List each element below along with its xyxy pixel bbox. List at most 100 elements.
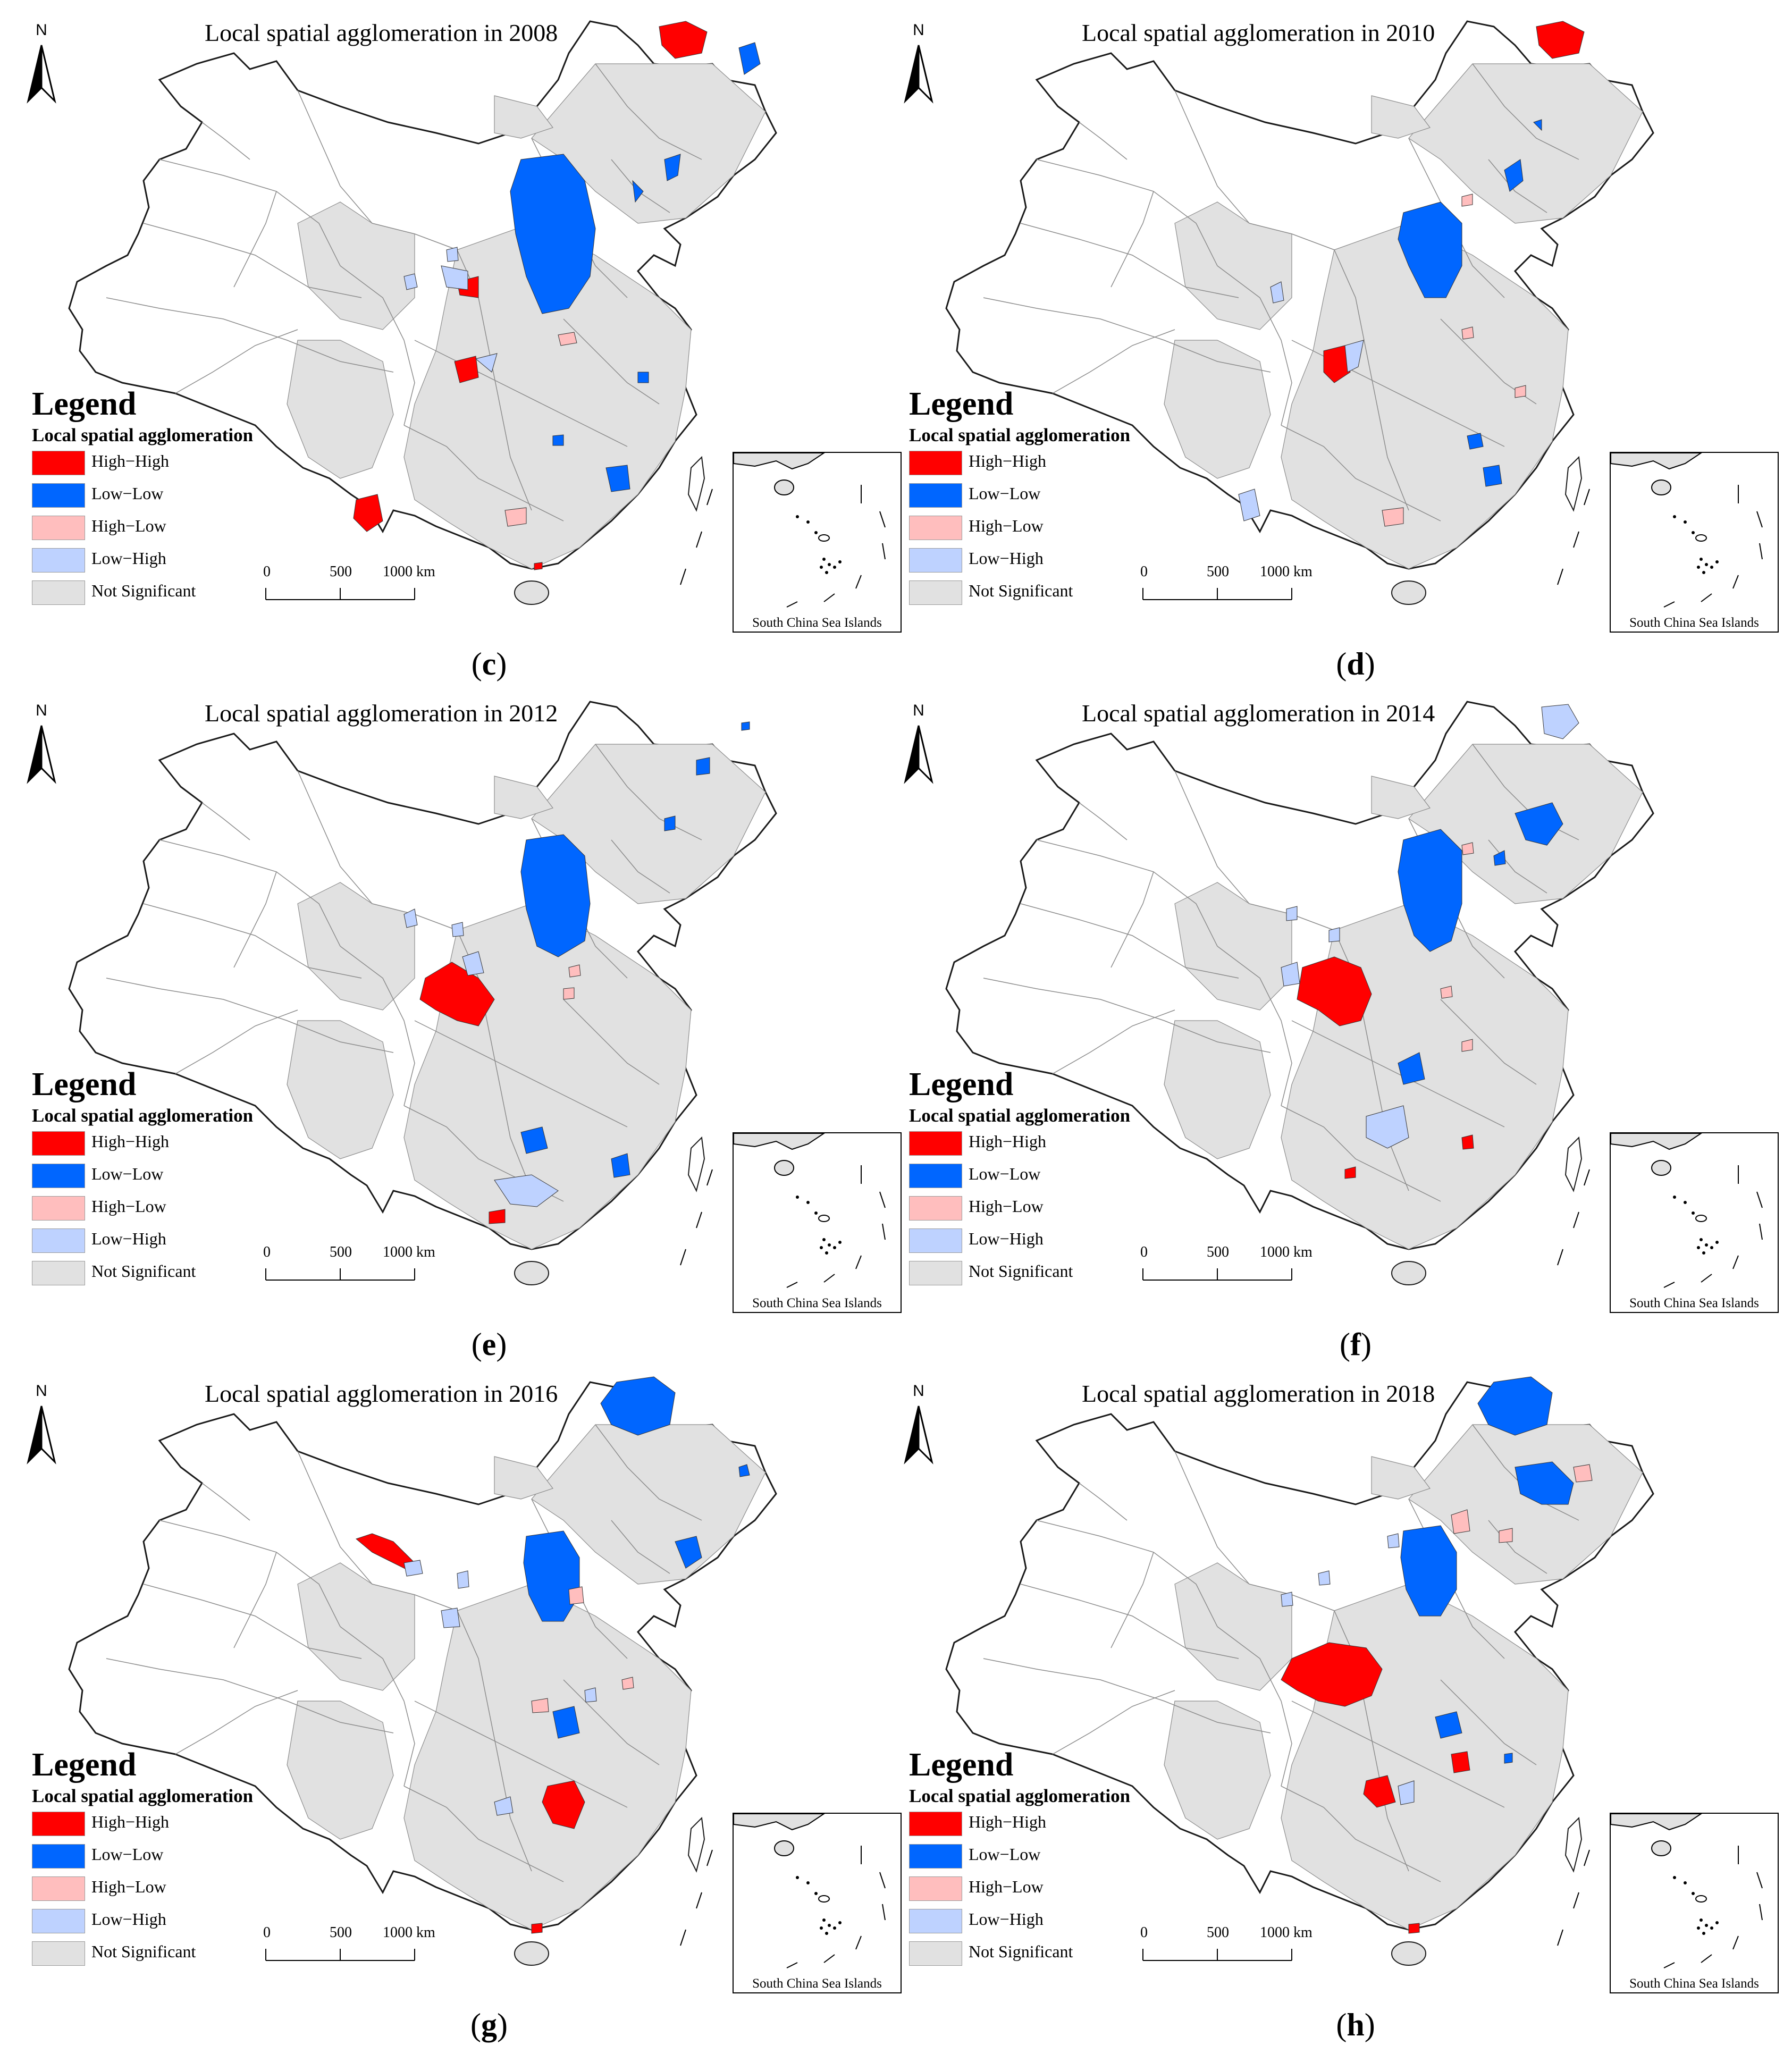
province-boundary [983,297,1271,373]
province-boundary [340,946,415,1106]
china-map [945,1376,1654,1966]
legend-swatch [909,1131,962,1156]
legend-swatch [909,451,962,475]
scale-label: 1000 km [383,1244,435,1260]
region-high-low [1573,1464,1593,1483]
region-low-low [741,721,750,731]
region-high-low [531,1698,549,1713]
province-boundary [1488,1520,1547,1574]
province-boundary [611,839,670,894]
boundary-dash [696,1892,702,1909]
scale-bar: 0 500 1000 km [263,563,435,603]
region-low-high [446,247,459,262]
map-title: Local spatial agglomeration in 2008 [205,19,558,46]
inset-label: South China Sea Islands [1629,616,1759,630]
boundary-dash [1584,1169,1590,1186]
region-low-low [520,1126,548,1154]
china-map [945,701,1654,1285]
inset-map [734,1133,886,1288]
legend-item: Not Significant [909,1257,1185,1290]
legend-label: Low−High [91,1909,166,1929]
region-low-high [494,1796,514,1816]
province-boundary [563,318,660,405]
scale-label: 1000 km [1260,1244,1313,1260]
scale-bar: 0 500 1000 km [1140,563,1313,603]
province-boundary [233,871,277,968]
legend-item: Low−High [32,1905,308,1938]
province-boundary [414,340,628,447]
province-boundary [1052,329,1175,394]
province-boundary [1488,159,1547,213]
legend-label: High−High [969,1132,1047,1151]
region-high-low [1382,507,1404,527]
north-label: N [913,702,924,719]
region-low-low [1515,802,1563,846]
region-low-low [1493,850,1506,866]
legend-label: High−High [91,1812,170,1831]
legend-label: Not Significant [969,581,1073,600]
legend-swatch [909,1909,962,1933]
region-high-low [1461,326,1474,340]
legend-title: Legend [32,1066,137,1102]
map-panel: Local spatial agglomeration in 2014 N Lege… [877,680,1779,1362]
province-boundary [1174,90,1335,250]
legend-swatch [32,1941,85,1966]
legend-swatch [32,548,85,573]
caption-letter: f [1350,1327,1361,1362]
north-arrow-icon [904,725,933,784]
region-not-significant [1164,1701,1271,1840]
hainan-island [1391,1941,1426,1966]
legend-label: High−High [969,1812,1047,1831]
province-boundary [143,903,362,979]
legend-title: Legend [32,386,137,422]
legend-item: Low−High [909,1225,1185,1257]
province-boundary [106,978,394,1053]
region-low-low [523,1530,580,1622]
china-map [68,701,777,1285]
province-boundary [1472,63,1579,160]
region-not-significant [297,201,415,330]
legend-item: High−High [32,1808,308,1840]
legend-item: High−Low [32,1192,308,1225]
province-boundary [403,1786,564,1882]
region-high-high [489,1209,506,1224]
map-title: Local spatial agglomeration in 2018 [1082,1380,1435,1407]
taiwan-island [1564,1816,1583,1873]
region-not-significant [297,1562,415,1691]
province-boundary [175,329,298,394]
legend-item: Low−High [909,1905,1185,1938]
legend-swatch [32,1164,85,1188]
north-label: N [913,21,924,39]
legend-item: Not Significant [909,1938,1185,1970]
legend-swatch [32,1261,85,1285]
legend-label: Not Significant [91,1261,196,1281]
panel-caption: (g) [436,2007,542,2043]
north-arrow: N [26,21,57,104]
region-not-significant [287,1701,394,1840]
legend-swatch [909,1812,962,1836]
legend-swatch [909,1941,962,1966]
region-high-low [621,1677,634,1690]
inset-label: South China Sea Islands [1629,1976,1759,1991]
legend-label: High−High [969,451,1047,470]
map-title: Local spatial agglomeration in 2010 [1082,19,1435,46]
caption-letter: c [482,646,497,681]
region-low-low [664,815,676,831]
province-boundary [143,1584,362,1659]
region-not-significant [494,776,553,819]
boundary-dash [1557,1929,1563,1946]
region-not-significant [1371,1456,1431,1500]
caption-letter: h [1347,2007,1365,2042]
legend-item: High−High [32,1127,308,1160]
caption-open: ( [1340,1327,1350,1362]
scale-bar-line [1142,1949,1292,1961]
legend-item: Low−High [32,1225,308,1257]
legend-subtitle: Local spatial agglomeration [32,1786,254,1806]
legend-item: High−High [909,1127,1185,1160]
legend-swatch [909,516,962,540]
legend-item: Low−Low [909,1840,1185,1873]
province-boundary [983,1658,1271,1733]
province-boundary [1052,1690,1175,1755]
north-arrow: N [26,702,57,784]
legend-swatch [909,1196,962,1221]
